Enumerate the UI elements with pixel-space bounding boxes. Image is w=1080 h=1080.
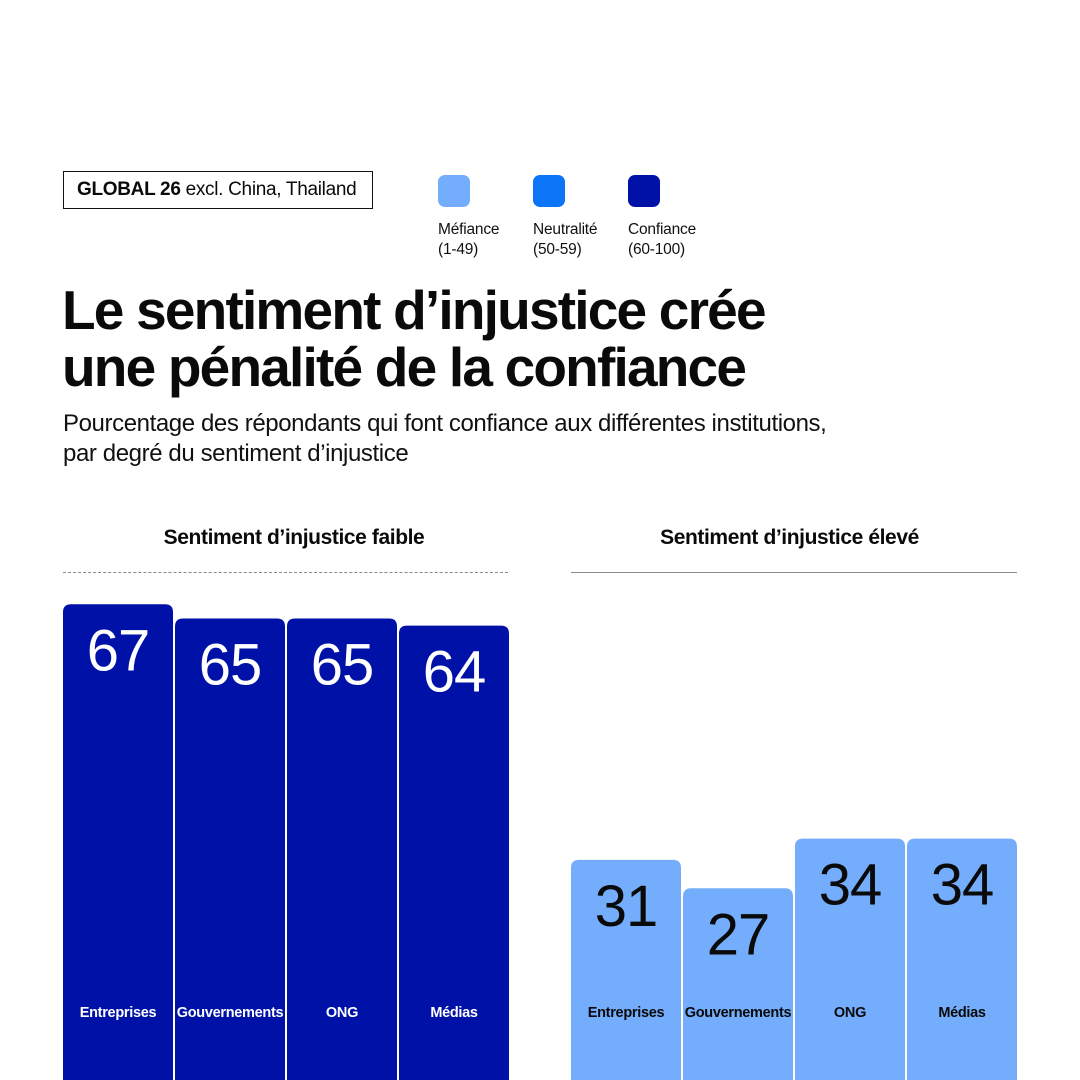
legend-swatch-confiance bbox=[628, 175, 660, 207]
legend-swatch-neutralite bbox=[533, 175, 565, 207]
value-label-high-gouvernements: 27 bbox=[707, 902, 770, 967]
category-label-high-gouvernements: Gouvernements bbox=[685, 1005, 792, 1021]
chart-subtitle: Pourcentage des répondants qui font conf… bbox=[63, 410, 827, 467]
category-label-low-gouvernements: Gouvernements bbox=[177, 1005, 284, 1021]
legend-item-neutralite: Neutralité (50-59) bbox=[533, 175, 623, 260]
bar-high-gouvernements bbox=[683, 888, 793, 1080]
legend-label-mefiance: Méfiance (1-49) bbox=[438, 221, 500, 258]
category-label-high-ong: ONG bbox=[834, 1005, 866, 1021]
legend-label-confiance: Confiance (60-100) bbox=[628, 221, 696, 258]
legend-item-mefiance: Méfiance (1-49) bbox=[438, 175, 528, 260]
value-label-low-medias: 64 bbox=[423, 640, 486, 705]
value-label-low-entreprises: 67 bbox=[87, 618, 150, 683]
bar-high-medias bbox=[907, 838, 1017, 1080]
chart-title: Le sentiment d’injustice crée une pénali… bbox=[62, 279, 767, 398]
legend-label-neutralite: Neutralité (50-59) bbox=[533, 221, 598, 258]
value-label-high-entreprises: 31 bbox=[595, 874, 658, 939]
value-label-high-medias: 34 bbox=[931, 853, 994, 918]
category-label-low-entreprises: Entreprises bbox=[80, 1005, 157, 1021]
scope-badge-bold: GLOBAL 26 bbox=[77, 179, 181, 200]
legend-item-confiance: Confiance (60-100) bbox=[628, 175, 718, 260]
category-label-low-medias: Médias bbox=[430, 1005, 478, 1021]
bar-low-medias bbox=[399, 625, 509, 1080]
category-label-high-medias: Médias bbox=[938, 1005, 986, 1021]
value-label-low-ong: 65 bbox=[311, 633, 374, 698]
scope-badge: GLOBAL 26 excl. China, Thailand bbox=[63, 171, 373, 209]
bar-low-entreprises bbox=[63, 604, 173, 1080]
bar-low-ong bbox=[287, 618, 397, 1080]
bar-high-ong bbox=[795, 838, 905, 1080]
bar-high-entreprises bbox=[571, 859, 681, 1080]
panel-title-high: Sentiment d’injustice élevé bbox=[660, 526, 919, 549]
category-label-low-ong: ONG bbox=[326, 1005, 358, 1021]
panel-divider-high bbox=[571, 572, 1017, 573]
panel-divider-low bbox=[63, 572, 508, 573]
category-label-high-entreprises: Entreprises bbox=[588, 1005, 665, 1021]
scope-badge-rest: excl. China, Thailand bbox=[185, 179, 357, 200]
bar-low-gouvernements bbox=[175, 618, 285, 1080]
panel-title-low: Sentiment d’injustice faible bbox=[163, 526, 425, 549]
value-label-low-gouvernements: 65 bbox=[199, 633, 262, 698]
value-label-high-ong: 34 bbox=[819, 853, 882, 918]
legend-swatch-mefiance bbox=[438, 175, 470, 207]
